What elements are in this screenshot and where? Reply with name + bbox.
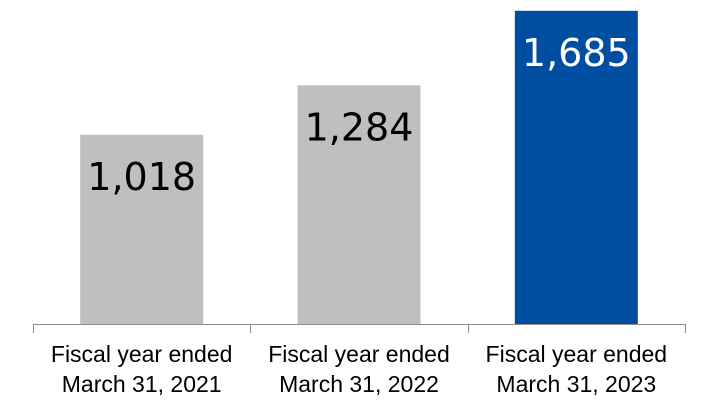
bar [514, 10, 638, 324]
x-axis-tick-labels: Fiscal year ended March 31, 2021 Fiscal ye… [51, 341, 667, 397]
x-tick-label: March 31, 2023 [496, 371, 656, 397]
bar-value-label: 1,284 [305, 105, 414, 149]
x-tick-label: Fiscal year ended [268, 341, 450, 367]
x-tick-label: March 31, 2022 [279, 371, 439, 397]
bar [297, 85, 421, 324]
bars-group: 1,018 1,284 1,685 [80, 10, 638, 324]
x-tick-label: March 31, 2021 [62, 371, 222, 397]
x-axis-ticks [33, 324, 686, 333]
x-tick-label: Fiscal year ended [51, 341, 233, 367]
bar-value-label: 1,685 [522, 31, 631, 75]
bar [80, 134, 204, 324]
bar-value-label: 1,018 [87, 155, 196, 199]
x-tick-label: Fiscal year ended [486, 341, 668, 367]
